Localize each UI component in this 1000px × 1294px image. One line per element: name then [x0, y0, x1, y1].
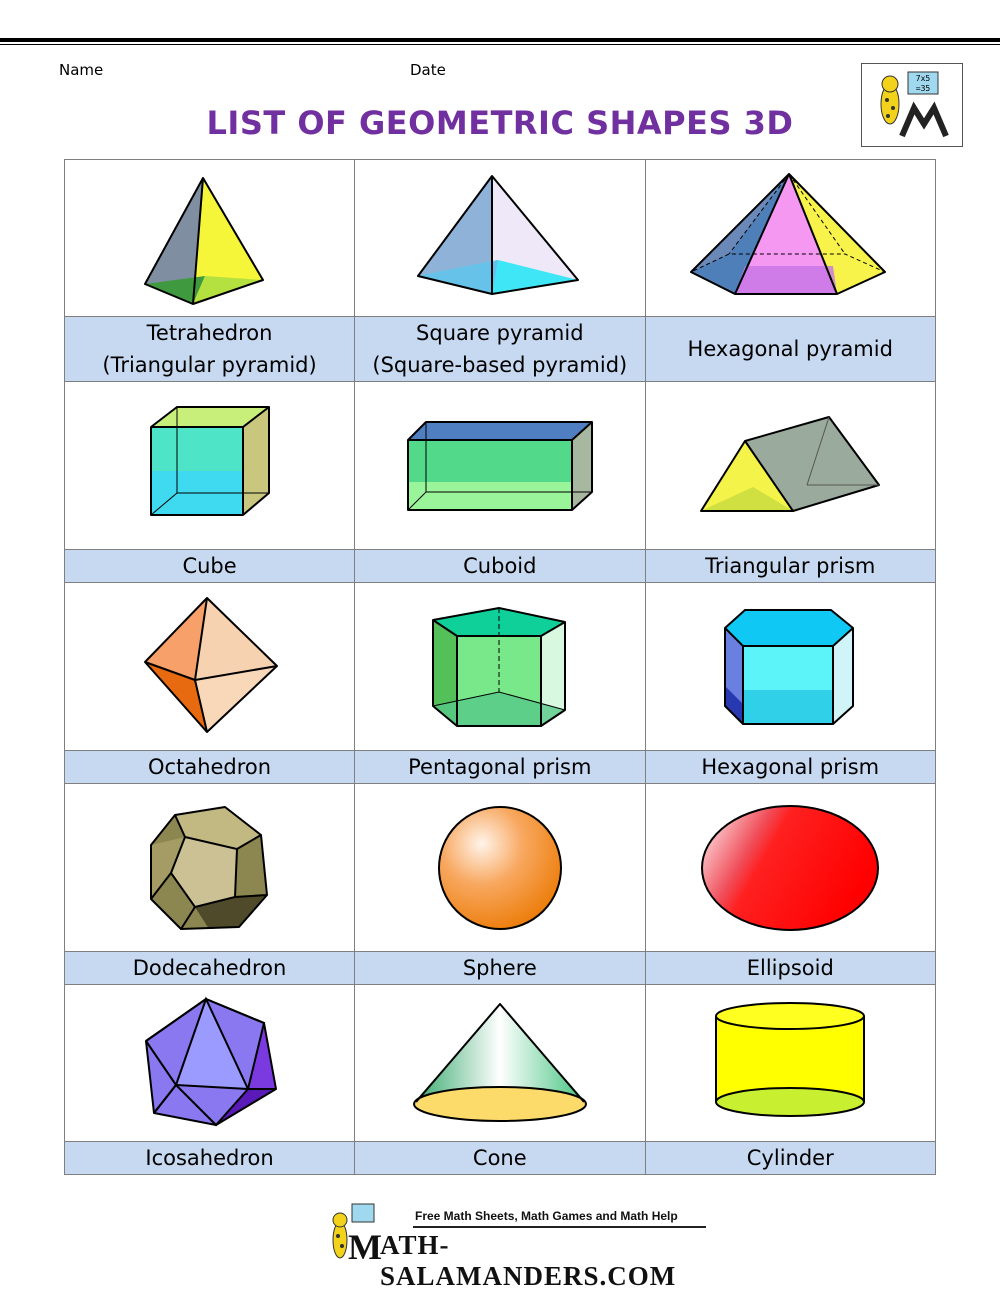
- footer-site-name: ATH-SALAMANDERS.COM: [380, 1230, 677, 1291]
- caption-tetrahedron: Tetrahedron (Triangular pyramid): [63, 316, 356, 382]
- top-rule-thick: [0, 38, 1000, 42]
- dodecahedron-picture: [63, 783, 356, 952]
- icosahedron-picture: [63, 984, 356, 1142]
- caption-cube: Cube: [63, 549, 356, 583]
- caption-pentagonal-prism: Pentagonal prism: [354, 750, 646, 784]
- caption-ellipsoid: Ellipsoid: [644, 951, 936, 985]
- footer-tagline: Free Math Sheets, Math Games and Math He…: [415, 1209, 678, 1223]
- salamander-icon: [332, 1203, 375, 1259]
- caption-cuboid: Cuboid: [354, 549, 646, 583]
- shapes-table: Tetrahedron (Triangular pyramid) Square …: [63, 159, 936, 1175]
- square-pyramid-picture: [354, 159, 646, 317]
- pentagonal-prism-picture: [354, 582, 646, 751]
- logo-badge-line1: 7x5: [916, 74, 931, 83]
- footer-site-initial: M: [348, 1227, 382, 1267]
- date-label: Date: [410, 61, 446, 79]
- caption-square-pyramid: Square pyramid (Square-based pyramid): [354, 316, 646, 382]
- cylinder-picture: [644, 984, 936, 1142]
- cone-picture: [354, 984, 646, 1142]
- caption-sphere: Sphere: [354, 951, 646, 985]
- tetrahedron-picture: [63, 159, 356, 317]
- caption-triangular-prism: Triangular prism: [644, 549, 936, 583]
- caption-dodecahedron: Dodecahedron: [63, 951, 356, 985]
- caption-octahedron: Octahedron: [63, 750, 356, 784]
- caption-icosahedron: Icosahedron: [63, 1141, 356, 1175]
- octahedron-picture: [63, 582, 356, 751]
- caption-cylinder: Cylinder: [644, 1141, 936, 1175]
- ellipsoid-picture: [644, 783, 936, 952]
- footer-logo[interactable]: Free Math Sheets, Math Games and Math He…: [320, 1200, 720, 1291]
- hexagonal-prism-picture: [644, 582, 936, 751]
- salamander-logo: 7x5 =35: [861, 63, 963, 147]
- top-rule-thin: [0, 44, 1000, 45]
- cuboid-picture: [354, 381, 646, 550]
- page-title: LIST OF GEOMETRIC SHAPES 3D: [206, 104, 794, 142]
- cube-picture: [63, 381, 356, 550]
- caption-hexagonal-prism: Hexagonal prism: [644, 750, 936, 784]
- caption-hexagonal-pyramid: Hexagonal pyramid: [644, 316, 936, 382]
- triangular-prism-picture: [644, 381, 936, 550]
- hexagonal-pyramid-picture: [644, 159, 936, 317]
- footer-rule: [413, 1226, 706, 1228]
- logo-badge-line2: =35: [916, 84, 931, 93]
- caption-cone: Cone: [354, 1141, 646, 1175]
- name-label: Name: [59, 61, 104, 79]
- sphere-picture: [354, 783, 646, 952]
